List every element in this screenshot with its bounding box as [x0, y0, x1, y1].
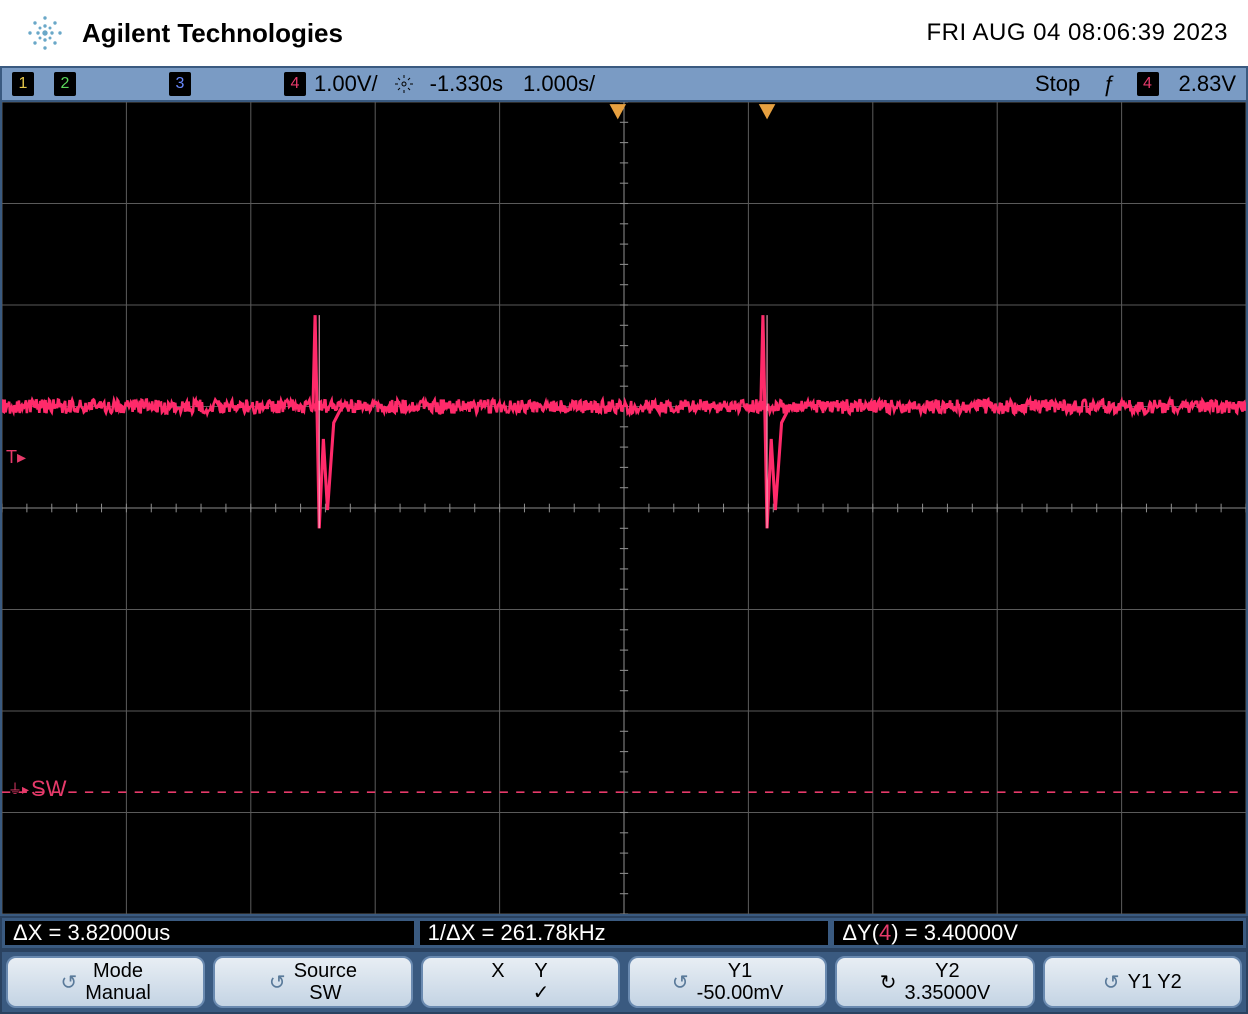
y2-label: Y2 — [935, 960, 959, 982]
volts-per-div: 1.00V/ — [310, 71, 382, 97]
rotate-icon: ↺ — [1103, 970, 1120, 995]
time-per-div[interactable]: 1.000s/ — [513, 68, 605, 100]
brand-area: Agilent Technologies — [20, 13, 343, 53]
y2-softkey[interactable]: ↻ Y2 3.35000V — [835, 956, 1034, 1008]
measurement-bar: ΔX = 3.82000us 1/ΔX = 261.78kHz ΔY( 4 ) … — [0, 916, 1248, 950]
trig-ch-badge: 4 — [1137, 72, 1159, 96]
y2-value: 3.35000V — [905, 982, 991, 1004]
y1-value: -50.00mV — [697, 982, 784, 1004]
inverse-delta-x-readout: 1/ΔX = 261.78kHz — [419, 920, 830, 946]
channel-3-indicator[interactable]: 3 — [159, 68, 274, 100]
waveform-svg — [2, 102, 1246, 914]
rotate-icon: ↺ — [269, 970, 286, 995]
y1-softkey[interactable]: ↺ Y1 -50.00mV — [628, 956, 827, 1008]
check-icon: ✓ — [533, 982, 550, 1004]
channel-1-indicator[interactable]: 1 — [2, 68, 44, 100]
ch4-badge: 4 — [284, 72, 306, 96]
trigger-edge[interactable]: ƒ — [1090, 68, 1126, 100]
ch1-badge: 1 — [12, 72, 34, 96]
mode-label: Mode — [93, 960, 143, 982]
rotate-icon: ↺ — [672, 970, 689, 995]
rotate-icon: ↺ — [60, 970, 77, 995]
brand-name: Agilent Technologies — [82, 18, 343, 49]
y1y2-label: Y1 Y2 — [1128, 971, 1182, 994]
ground-icon: ⏚▸ — [8, 779, 29, 799]
trigger-channel[interactable]: 4 — [1127, 68, 1169, 100]
channel-2-indicator[interactable]: 2 — [44, 68, 159, 100]
ch3-badge: 3 — [169, 72, 191, 96]
status-bar: 1 2 3 4 1.00V/ -1.330s — [0, 66, 1248, 102]
rising-edge-icon: ƒ — [1096, 71, 1120, 97]
delta-x-readout: ΔX = 3.82000us — [4, 920, 415, 946]
sw-text: SW — [31, 776, 66, 802]
y1y2-softkey[interactable]: ↺ Y1 Y2 — [1043, 956, 1242, 1008]
mode-value: Manual — [85, 982, 151, 1004]
delta-y-readout: ΔY( 4 ) = 3.40000V — [833, 920, 1244, 946]
sw-ground-label: ⏚▸ SW — [8, 776, 66, 802]
ch2-badge: 2 — [54, 72, 76, 96]
header-bar: Agilent Technologies FRI AUG 04 08:06:39… — [0, 0, 1248, 66]
softkey-bar: ↺ Mode Manual ↺ Source SW X Y ✓ ↺ — [0, 950, 1248, 1014]
agilent-logo-icon — [20, 13, 70, 53]
time-offset[interactable]: -1.330s — [420, 68, 513, 100]
timestamp: FRI AUG 04 08:06:39 2023 — [926, 19, 1228, 47]
source-label: Source — [294, 960, 357, 982]
waveform-display[interactable]: T▸ ⏚▸ SW — [0, 102, 1248, 916]
mode-softkey[interactable]: ↺ Mode Manual — [6, 956, 205, 1008]
rotate-icon: ↻ — [880, 970, 897, 995]
x-label: X — [491, 960, 504, 982]
source-softkey[interactable]: ↺ Source SW — [213, 956, 412, 1008]
trigger-marker-icon: T▸ — [6, 447, 26, 468]
trigger-level[interactable]: 2.83V — [1169, 68, 1247, 100]
source-value: SW — [309, 982, 341, 1004]
channel-4-indicator[interactable]: 4 1.00V/ — [274, 68, 388, 100]
xy-softkey[interactable]: X Y ✓ — [421, 956, 620, 1008]
intensity-icon — [394, 74, 414, 94]
y-label: Y — [534, 960, 547, 982]
y1-label: Y1 — [728, 960, 752, 982]
run-mode[interactable]: Stop — [1025, 68, 1090, 100]
intensity-icon-area[interactable] — [388, 68, 420, 100]
